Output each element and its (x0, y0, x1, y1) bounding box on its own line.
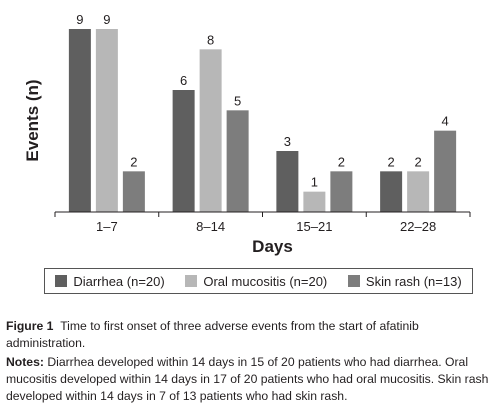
bar (380, 171, 403, 212)
figure-caption: Figure 1 Time to first onset of three ad… (6, 318, 492, 405)
bar (199, 49, 222, 213)
legend-item: Oral mucositis (n=20) (185, 274, 327, 289)
legend-swatch (347, 275, 360, 287)
notes-label: Notes: (6, 355, 44, 369)
bar (434, 130, 457, 212)
legend-swatch (185, 275, 198, 287)
data-label: 2 (130, 154, 137, 169)
figure-notes: Notes: Diarrhea developed within 14 days… (6, 354, 492, 405)
data-label: 2 (415, 154, 422, 169)
data-label: 3 (284, 134, 291, 149)
bar (330, 171, 353, 212)
data-label: 1 (311, 175, 318, 190)
bar-chart: Events (n) 9 9 2 1–7 6 8 5 8–14 3 1 2 15–21 2 2 4 22–28 D… (23, 12, 471, 256)
figure-text: Time to first onset of three adverse eve… (6, 319, 419, 350)
x-tick-label: 8–14 (196, 219, 225, 234)
data-label: 5 (234, 93, 241, 108)
bar (95, 29, 118, 212)
x-axis-label: Days (252, 237, 293, 256)
legend-item: Diarrhea (n=20) (55, 273, 165, 289)
legend-label: Diarrhea (n=20) (73, 273, 165, 289)
bar (122, 171, 145, 212)
chart-legend: Diarrhea (n=20) Oral mucositis (n=20) Skin… (44, 268, 473, 294)
bar (303, 191, 326, 212)
figure-title: Figure 1 Time to first onset of three ad… (6, 318, 492, 352)
bar (407, 171, 430, 212)
legend-swatch (55, 275, 68, 287)
data-label: 9 (76, 12, 83, 27)
bar (276, 151, 299, 212)
data-label: 2 (338, 154, 345, 169)
data-label: 6 (180, 73, 187, 88)
y-axis-label: Events (n) (23, 79, 42, 161)
data-label: 2 (388, 154, 395, 169)
x-tick-label: 22–28 (400, 219, 436, 234)
data-label: 8 (207, 32, 214, 47)
data-label: 4 (442, 114, 449, 129)
notes-text: Diarrhea developed within 14 days in 15 … (6, 355, 489, 403)
bar (68, 29, 91, 212)
legend-item: Skin rash (n=13) (347, 273, 462, 289)
legend-label: Skin rash (n=13) (365, 273, 462, 289)
data-label: 9 (103, 12, 110, 27)
figure-label: Figure 1 (6, 319, 54, 333)
bar (226, 110, 249, 212)
x-tick-label: 15–21 (296, 219, 332, 234)
legend-label: Oral mucositis (n=20) (203, 273, 328, 289)
bar (172, 90, 195, 212)
x-tick-label: 1–7 (96, 219, 118, 234)
